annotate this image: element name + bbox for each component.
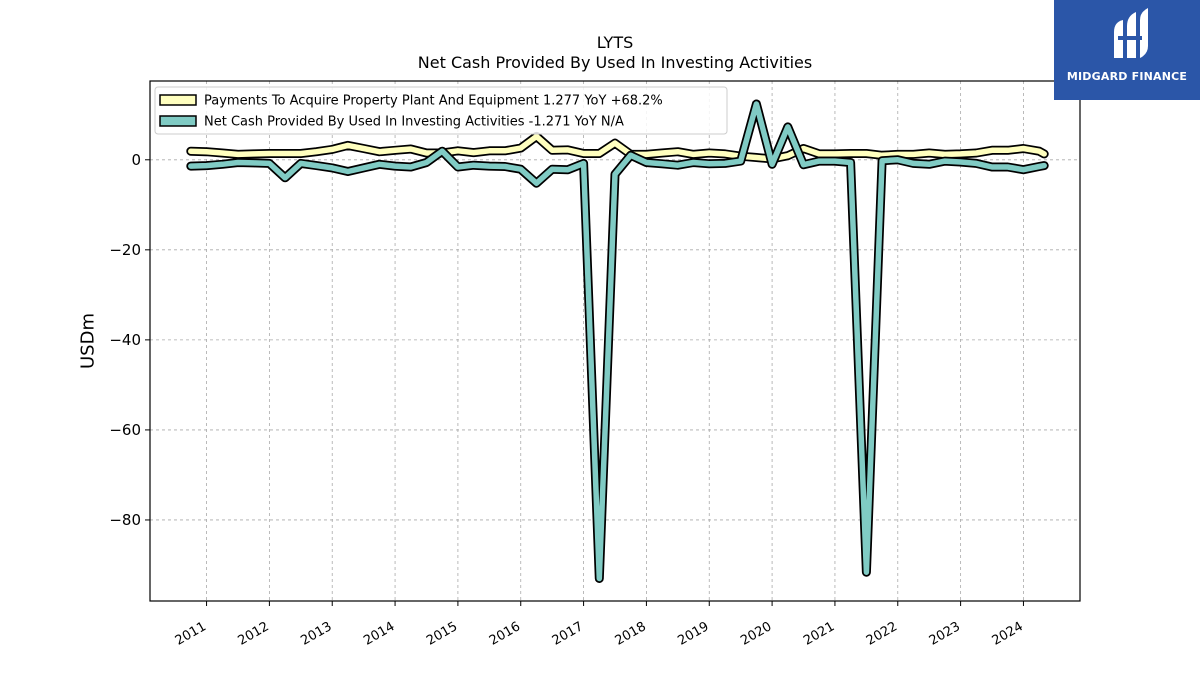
x-tick-label: 2021 <box>801 619 837 649</box>
x-tick-label: 2016 <box>487 619 523 649</box>
y-tick-label: −40 <box>109 331 141 349</box>
legend: Payments To Acquire Property Plant And E… <box>154 86 728 135</box>
y-tick-label: −80 <box>109 511 141 529</box>
x-tick-label: 2019 <box>675 619 711 649</box>
y-axis-label: USDm <box>77 313 98 369</box>
logo-mark-icon <box>1114 8 1148 58</box>
y-tick-label: −20 <box>109 241 141 259</box>
y-tick-label: 0 <box>131 151 141 169</box>
plot-frame <box>149 80 1081 602</box>
chart-title: LYTS <box>597 33 634 52</box>
chart-subtitle: Net Cash Provided By Used In Investing A… <box>418 53 812 72</box>
legend-label-net-cash: Net Cash Provided By Used In Investing A… <box>204 115 624 130</box>
x-tick-label: 2020 <box>738 619 774 649</box>
legend-swatch-net-cash <box>159 115 197 127</box>
y-tick-label: −60 <box>109 421 141 439</box>
x-tick-label: 2012 <box>236 619 272 649</box>
x-tick-label: 2014 <box>361 619 397 649</box>
brand-logo: MIDGARD FINANCE <box>1054 0 1200 100</box>
x-tick-label: 2017 <box>550 619 586 649</box>
logo-text: MIDGARD FINANCE <box>1066 70 1188 83</box>
x-tick-label: 2022 <box>864 619 900 649</box>
x-tick-label: 2015 <box>424 619 460 649</box>
legend-swatch-capex <box>159 94 197 106</box>
x-tick-label: 2024 <box>990 619 1026 649</box>
legend-box <box>154 86 728 135</box>
x-tick-label: 2011 <box>173 619 209 649</box>
series-line-0 <box>188 133 1047 162</box>
x-tick-label: 2013 <box>298 619 334 649</box>
series-layer <box>186 99 1049 583</box>
x-tick-label: 2018 <box>613 619 649 649</box>
legend-label-capex: Payments To Acquire Property Plant And E… <box>204 94 663 109</box>
axis-ticks: 0 −20 −40 −60 −80 2011 2012 2013 2014 2015 2016 201… <box>109 151 1025 649</box>
x-tick-label: 2023 <box>927 619 963 649</box>
series-line-1 <box>188 101 1047 582</box>
